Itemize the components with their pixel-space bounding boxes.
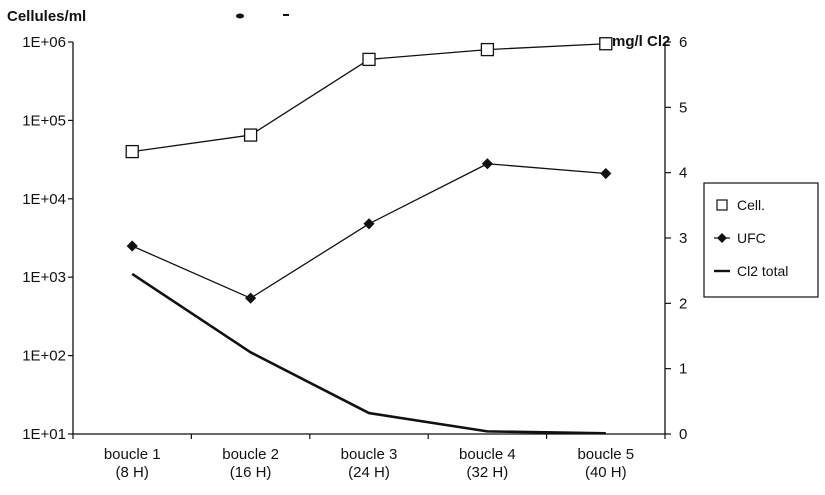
right-tick-label: 6 xyxy=(679,34,687,51)
chart-frame xyxy=(72,42,666,435)
left-tick-label: 1E+03 xyxy=(22,269,66,286)
left-tick-label: 1E+04 xyxy=(22,191,66,208)
legend-square-marker xyxy=(716,199,728,211)
series-line-cl2-total xyxy=(131,272,606,435)
right-tick-label: 2 xyxy=(679,295,687,312)
legend-diamond-marker xyxy=(717,233,727,243)
x-tick-sublabel: (40 H) xyxy=(585,464,627,481)
data-point-ufc xyxy=(245,292,257,304)
right-tick-label: 5 xyxy=(679,99,687,116)
data-point-cell xyxy=(243,128,258,142)
right-tick-label: 1 xyxy=(679,361,687,378)
left-tick-label: 1E+06 xyxy=(22,34,66,51)
left-axis: 1E+01 1E+02 1E+03 1E+04 1E+05 1E+06 xyxy=(22,34,73,443)
x-tick-label: boucle 5 xyxy=(577,446,634,463)
data-point-ufc xyxy=(126,240,138,252)
scan-dot-mark xyxy=(236,13,244,19)
right-axis-title: mg/l Cl2 xyxy=(612,33,670,50)
right-tick-label: 4 xyxy=(679,165,687,182)
data-point-cell xyxy=(125,144,139,159)
x-axis: boucle 1(8 H) boucle 2(16 H) boucle 3(24 H… xyxy=(72,434,666,481)
legend-label: UFC xyxy=(737,230,766,246)
x-tick-label: boucle 2 xyxy=(222,446,279,463)
x-tick-sublabel: (16 H) xyxy=(230,464,272,481)
x-tick-sublabel: (8 H) xyxy=(116,464,149,481)
x-tick-label: boucle 3 xyxy=(341,446,398,463)
data-point-cell xyxy=(599,37,613,51)
right-tick-label: 3 xyxy=(679,230,687,247)
series-layer xyxy=(125,37,613,435)
left-tick-label: 1E+01 xyxy=(22,426,66,443)
data-point-ufc xyxy=(363,218,375,230)
data-point-ufc xyxy=(481,158,493,170)
scan-dash-mark xyxy=(283,14,289,16)
x-tick-sublabel: (24 H) xyxy=(348,464,390,481)
x-tick-label: boucle 1 xyxy=(104,446,161,463)
series-line-ufc xyxy=(131,163,606,299)
left-axis-title: Cellules/ml xyxy=(7,8,86,25)
left-tick-label: 1E+05 xyxy=(22,112,66,129)
legend-label: Cell. xyxy=(737,197,765,213)
right-tick-label: 0 xyxy=(679,426,687,443)
x-tick-label: boucle 4 xyxy=(459,446,516,463)
left-tick-label: 1E+02 xyxy=(22,348,66,365)
legend: Cell. UFC Cl2 total xyxy=(703,182,819,298)
data-point-cell xyxy=(362,52,376,67)
data-point-cell xyxy=(480,42,495,57)
legend-label: Cl2 total xyxy=(737,263,788,279)
data-point-ufc xyxy=(600,167,612,180)
right-axis: 0 1 2 3 4 5 6 xyxy=(665,34,687,443)
x-tick-sublabel: (32 H) xyxy=(467,464,509,481)
